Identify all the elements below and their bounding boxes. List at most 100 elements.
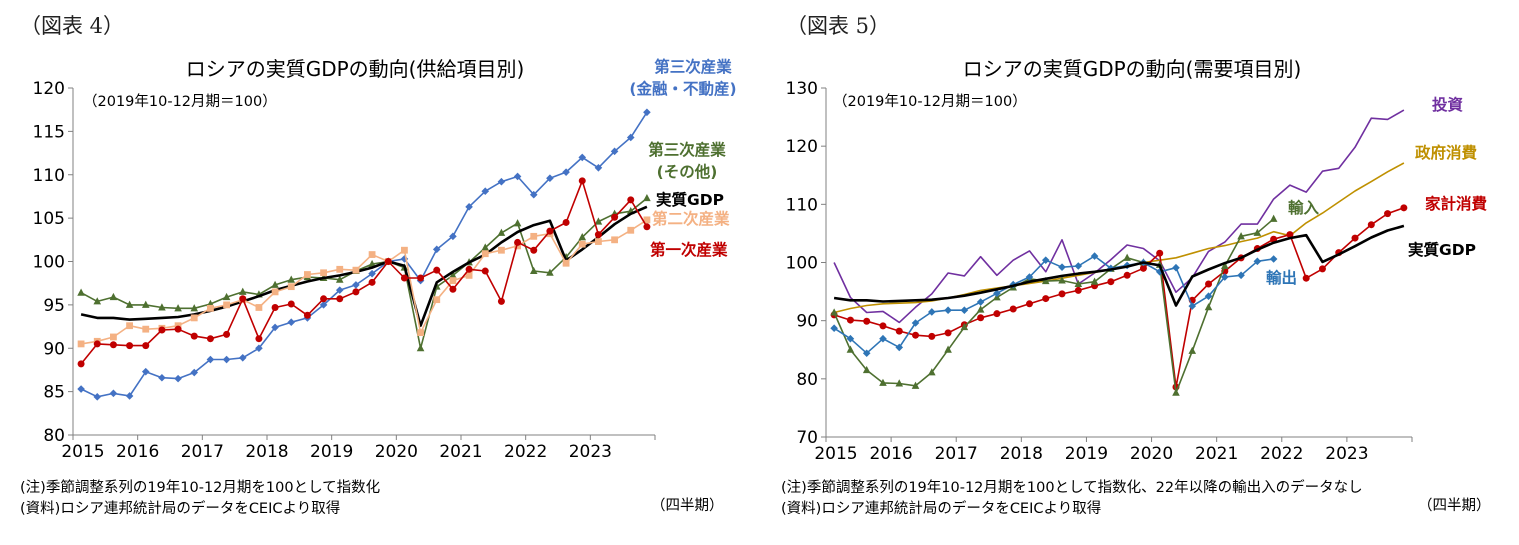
series-label: 実質GDP xyxy=(656,190,724,209)
data-point xyxy=(319,301,328,309)
left-unit-label: （四半期） xyxy=(651,498,724,514)
data-point xyxy=(287,300,295,308)
data-point xyxy=(368,278,376,286)
data-point xyxy=(368,259,376,268)
data-point xyxy=(271,323,279,332)
data-point xyxy=(335,286,344,294)
data-point xyxy=(110,333,117,341)
x-tick-label: 2022 xyxy=(504,442,547,462)
data-point xyxy=(416,344,425,352)
x-tick-label: 2017 xyxy=(935,444,978,464)
data-point xyxy=(1318,265,1326,273)
data-point xyxy=(1237,271,1245,280)
data-point xyxy=(271,280,279,288)
x-tick-label: 2019 xyxy=(310,442,353,462)
right-source: (資料)ロシア連邦統計局のデータをCEICより取得 xyxy=(781,501,1102,517)
data-point xyxy=(449,232,457,241)
data-point xyxy=(944,345,952,353)
data-point xyxy=(514,238,522,246)
data-point xyxy=(1286,231,1294,239)
series-label: 第三次産業 xyxy=(654,57,732,76)
data-point xyxy=(1253,228,1262,236)
series-label: (金融・不動産) xyxy=(629,79,736,98)
series-line xyxy=(833,207,1405,388)
data-point xyxy=(960,322,969,331)
data-point xyxy=(643,223,651,231)
data-point xyxy=(77,340,85,348)
data-point xyxy=(627,196,635,204)
data-point xyxy=(1188,346,1197,354)
data-point xyxy=(93,393,102,401)
series-line xyxy=(833,109,1405,324)
data-point xyxy=(879,378,887,386)
data-point xyxy=(1204,292,1213,301)
data-point xyxy=(158,303,166,311)
data-point xyxy=(1172,263,1180,272)
data-point xyxy=(320,269,327,277)
data-point xyxy=(287,283,295,291)
series-label: 政府消費 xyxy=(1415,143,1478,162)
data-point xyxy=(417,329,424,337)
data-point xyxy=(1042,295,1050,303)
data-point xyxy=(417,274,425,282)
data-point xyxy=(1172,388,1180,396)
data-point xyxy=(1351,234,1359,242)
data-point xyxy=(578,233,587,241)
data-point xyxy=(562,168,570,176)
chart-title: ロシアの実質GDPの動向(需要項目別) xyxy=(963,57,1302,81)
data-point xyxy=(481,267,489,275)
y-tick-label: 110 xyxy=(33,166,65,186)
data-point xyxy=(190,332,198,340)
series-line xyxy=(833,224,1405,307)
x-tick-label: 2020 xyxy=(1130,444,1173,464)
data-point xyxy=(77,288,85,296)
data-point xyxy=(530,246,538,254)
data-point xyxy=(862,349,871,358)
data-point xyxy=(1058,290,1066,298)
data-point xyxy=(529,266,538,275)
left-note: (注)季節調整系列の19年10-12月期を100として指数化 xyxy=(20,480,381,496)
data-point xyxy=(895,343,904,352)
data-point xyxy=(109,389,118,398)
series-4: 輸入 xyxy=(830,198,1320,396)
right-unit-label: （四半期） xyxy=(1418,498,1491,514)
data-point xyxy=(1269,214,1278,222)
series-line xyxy=(833,218,1275,394)
x-tick-label: 2020 xyxy=(375,442,418,462)
data-point xyxy=(1204,303,1213,311)
data-point xyxy=(595,238,602,245)
left-source: (資料)ロシア連邦統計局のデータをCEICより取得 xyxy=(20,501,341,517)
data-point xyxy=(465,265,473,273)
series-line xyxy=(80,197,648,350)
series-3: 実質GDP xyxy=(80,190,724,328)
data-point xyxy=(336,265,344,273)
data-point xyxy=(1025,273,1034,281)
data-point xyxy=(109,292,118,301)
x-tick-label: 2022 xyxy=(1260,444,1303,464)
data-point xyxy=(303,311,311,319)
chart-title: ロシアの実質GDPの動向(供給項目別) xyxy=(186,57,525,81)
y-tick-label: 120 xyxy=(33,79,65,99)
data-point xyxy=(578,240,586,248)
data-point xyxy=(1221,261,1229,269)
series-label: 第二次産業 xyxy=(652,209,730,228)
data-point xyxy=(238,353,247,362)
data-point xyxy=(1384,210,1392,218)
x-tick-label: 2023 xyxy=(1325,444,1368,464)
data-point xyxy=(879,334,887,343)
data-point xyxy=(846,316,854,324)
data-point xyxy=(206,355,215,364)
data-point xyxy=(384,258,392,265)
data-point xyxy=(465,203,473,211)
data-point xyxy=(928,332,936,340)
data-point xyxy=(928,368,936,376)
data-point xyxy=(271,303,279,311)
data-point xyxy=(368,251,376,258)
data-point xyxy=(481,250,489,258)
data-point xyxy=(944,329,952,337)
series-6: 実質GDP xyxy=(833,224,1476,307)
x-tick-label: 2015 xyxy=(814,444,857,464)
x-tick-label: 2018 xyxy=(1000,444,1043,464)
data-point xyxy=(1058,263,1066,271)
y-tick-label: 85 xyxy=(43,383,65,403)
